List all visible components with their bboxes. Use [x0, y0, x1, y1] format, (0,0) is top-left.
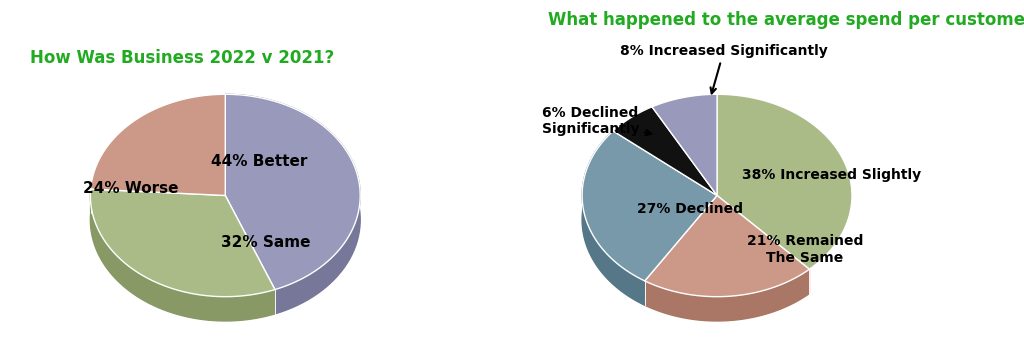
Polygon shape	[90, 189, 275, 321]
Polygon shape	[225, 94, 360, 314]
Text: 24% Worse: 24% Worse	[83, 181, 178, 196]
Polygon shape	[90, 189, 275, 297]
Text: What happened to the average spend per customer: What happened to the average spend per c…	[548, 11, 1024, 29]
Polygon shape	[645, 269, 809, 321]
Polygon shape	[582, 131, 645, 305]
Polygon shape	[582, 131, 645, 305]
Text: 6% Declined
Significantly: 6% Declined Significantly	[542, 106, 651, 136]
Polygon shape	[645, 269, 809, 321]
Text: 27% Declined: 27% Declined	[637, 202, 743, 216]
Polygon shape	[225, 94, 360, 290]
Polygon shape	[613, 107, 717, 195]
Text: How Was Business 2022 v 2021?: How Was Business 2022 v 2021?	[30, 49, 334, 67]
Polygon shape	[652, 94, 717, 195]
Polygon shape	[582, 131, 717, 281]
Text: 44% Better: 44% Better	[211, 154, 307, 169]
Text: 32% Same: 32% Same	[221, 235, 310, 250]
Polygon shape	[90, 94, 225, 195]
Polygon shape	[90, 189, 275, 321]
Polygon shape	[645, 195, 809, 297]
Polygon shape	[717, 94, 852, 269]
Text: 38% Increased Slightly: 38% Increased Slightly	[742, 168, 922, 182]
Polygon shape	[225, 94, 360, 314]
Text: 21% Remained
The Same: 21% Remained The Same	[746, 234, 863, 265]
Text: 8% Increased Significantly: 8% Increased Significantly	[620, 44, 827, 93]
